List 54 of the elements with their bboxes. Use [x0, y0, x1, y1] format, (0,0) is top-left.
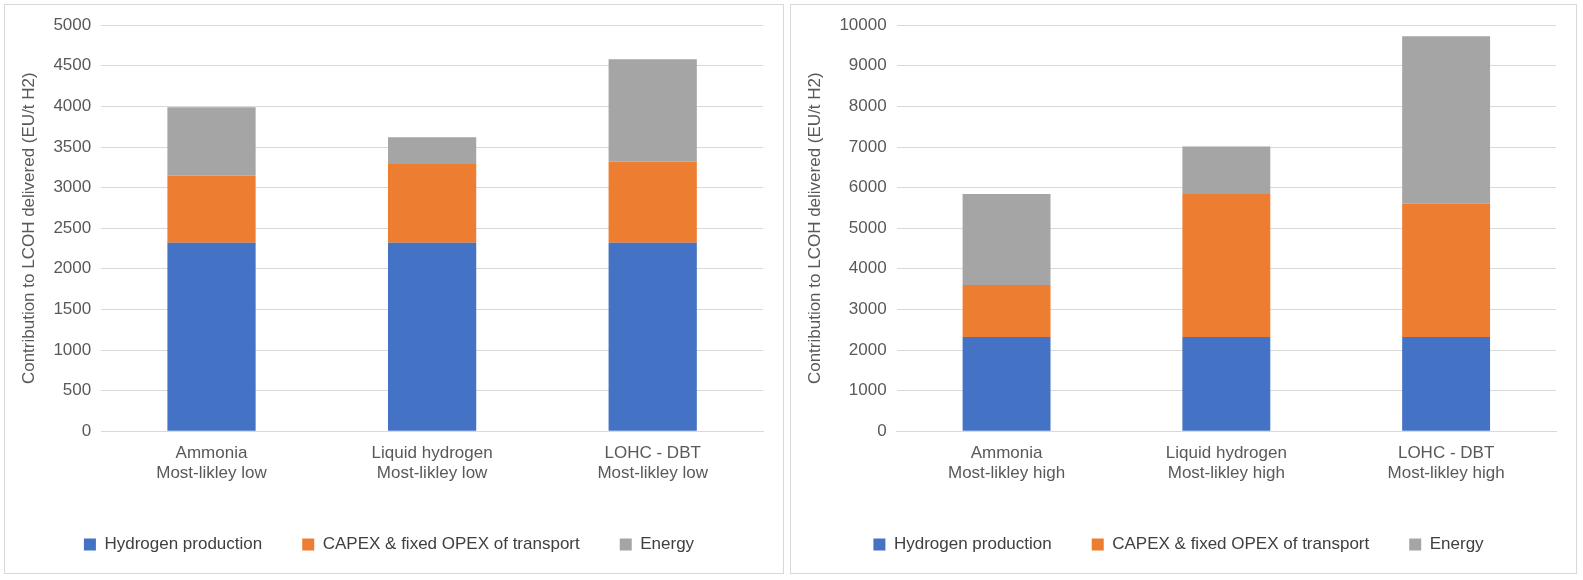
y-tick-label: 1000 [53, 339, 92, 359]
y-tick-label: 5000 [53, 14, 92, 34]
y-tick-label: 5000 [848, 217, 887, 237]
bar [962, 337, 1051, 431]
y-tick-label: 2500 [53, 217, 92, 237]
y-tick-label: 1500 [53, 299, 92, 319]
legend-label: CAPEX & fixed OPEX of transport [322, 534, 581, 554]
bar [608, 161, 697, 243]
y-tick-label: 2000 [53, 258, 92, 278]
bar [608, 242, 697, 431]
y-axis-title: Contribution to LCOH delivered (EU/t H2) [18, 72, 38, 385]
legend-label: Hydrogen production [893, 534, 1052, 554]
bar [1402, 337, 1491, 431]
y-tick-label: 8000 [848, 96, 887, 116]
y-tick-label: 3000 [848, 299, 887, 319]
bar [962, 194, 1051, 286]
bar [167, 242, 256, 431]
legend-label: Hydrogen production [104, 534, 263, 554]
bar [387, 164, 477, 243]
y-tick-label: 4000 [53, 96, 92, 116]
y-tick-label: 0 [81, 420, 92, 440]
y-tick-label: 2000 [848, 339, 887, 359]
x-tick-label: Ammonia Most-likley low [156, 443, 268, 483]
y-tick-label: 1000 [848, 380, 887, 400]
y-tick-label: 9000 [848, 55, 887, 75]
y-tick-label: 3500 [53, 136, 92, 156]
y-tick-label: 10000 [839, 14, 887, 34]
bar [1182, 337, 1271, 431]
y-axis-title: Contribution to LCOH delivered (EU/t H2) [804, 72, 824, 385]
x-tick-label: Liquid hydrogen Most-likley low [371, 443, 493, 483]
bar [167, 107, 256, 176]
legend-label: Energy [640, 534, 695, 554]
x-tick-label: LOHC - DBT Most-likley low [597, 443, 709, 483]
legend-label: Energy [1429, 534, 1485, 554]
x-tick-label: LOHC - DBT Most-likley high [1387, 443, 1505, 483]
bar [387, 242, 477, 431]
bar [1402, 36, 1491, 204]
y-tick-label: 4500 [53, 55, 92, 75]
x-tick-label: Liquid hydrogen Most-likley high [1165, 443, 1287, 483]
y-tick-label: 7000 [848, 136, 887, 156]
bar [962, 285, 1051, 338]
legend-label: CAPEX & fixed OPEX of transport [1112, 534, 1370, 554]
bar [1182, 194, 1271, 338]
y-tick-label: 500 [62, 380, 92, 400]
bar [608, 59, 697, 162]
bar [1402, 203, 1491, 338]
y-tick-label: 0 [877, 420, 887, 440]
bar [387, 137, 477, 165]
x-tick-label: Ammonia Most-likley high [947, 443, 1066, 483]
bar [167, 175, 256, 243]
y-tick-label: 3000 [53, 177, 92, 197]
y-tick-label: 6000 [848, 177, 887, 197]
y-tick-label: 4000 [848, 258, 887, 278]
bar [1182, 146, 1271, 195]
